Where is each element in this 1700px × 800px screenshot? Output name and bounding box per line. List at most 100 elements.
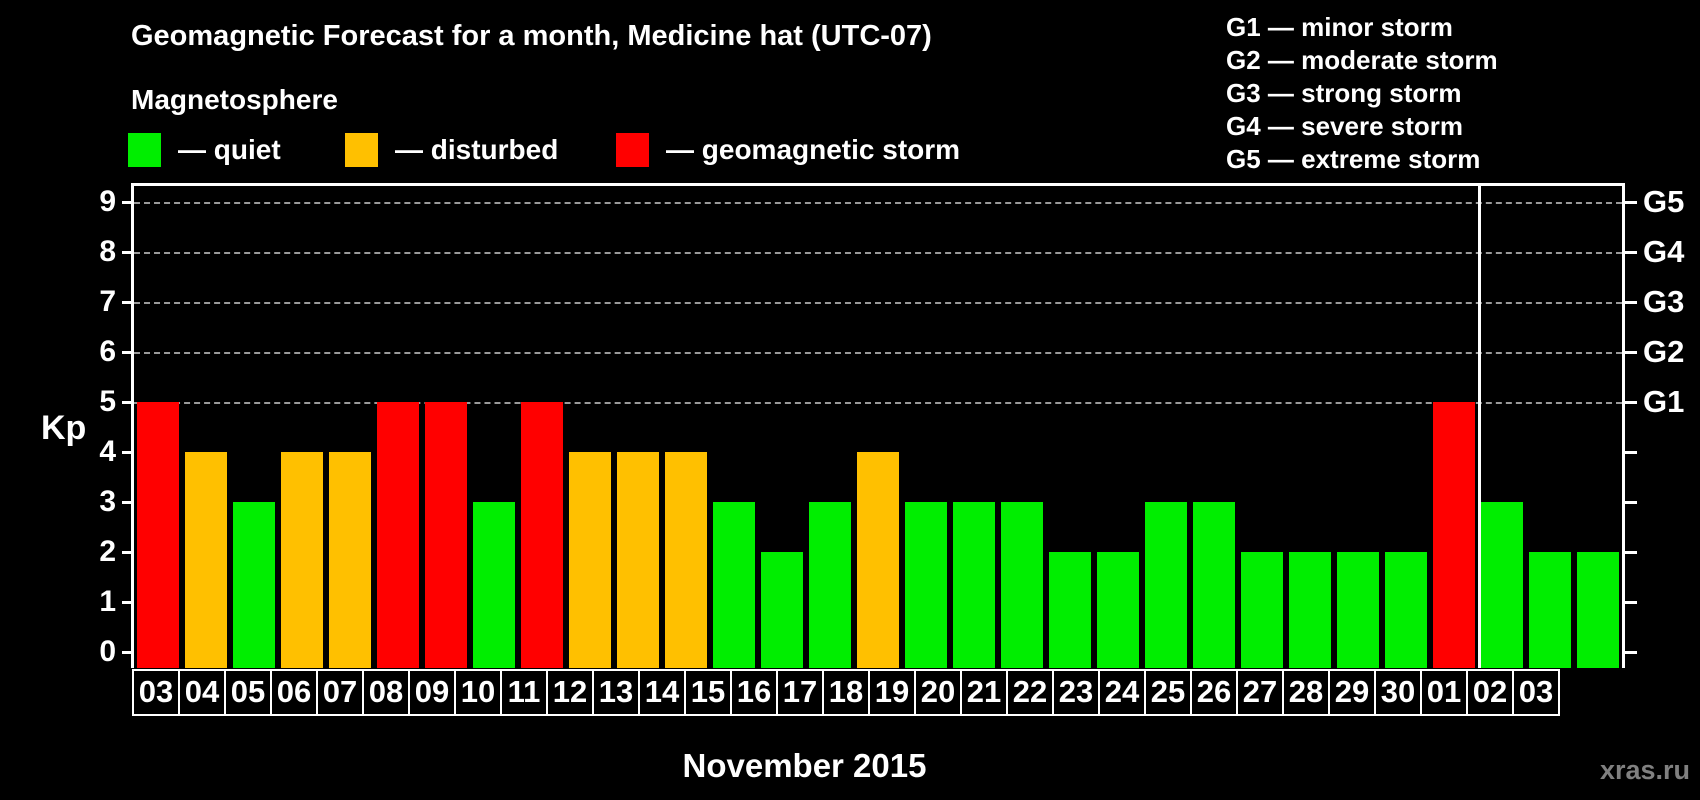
bar-cell-day-19 [902, 186, 950, 668]
day-label-nov-28: 28 [1282, 669, 1330, 716]
bar-cell-day-27 [1286, 186, 1334, 668]
kp-tick-label-5: 5 [99, 385, 116, 418]
day-label-nov-08: 08 [362, 669, 410, 716]
bar-cell-day-10 [470, 186, 518, 668]
storm-scale-legend: G1 — minor storm G2 — moderate storm G3 — … [1226, 11, 1498, 176]
bar-cell-day-03 [134, 186, 182, 668]
bar-cell-day-04 [182, 186, 230, 668]
g-axis-tick-6 [1625, 351, 1637, 354]
chart-title: Geomagnetic Forecast for a month, Medici… [131, 20, 932, 52]
bar-cell-day-12 [566, 186, 614, 668]
kp-bar [1049, 552, 1091, 668]
storm-scale-line-3: G3 — strong storm [1226, 78, 1462, 108]
bar-cell-day-17 [806, 186, 854, 668]
kp-bar [1529, 552, 1571, 668]
kp-tick-9 [122, 201, 131, 204]
kp-tick-label-3: 3 [99, 485, 116, 518]
kp-bar [1097, 552, 1139, 668]
kp-bar [1433, 402, 1475, 668]
storm-scale-line-5: G5 — extreme storm [1226, 144, 1481, 174]
g-axis-label-G5: G5 [1643, 184, 1685, 219]
legend-label-disturbed: — disturbed [395, 134, 559, 165]
x-axis-day-labels: 03 04 05 06 07 08 09 10 11 12 13 14 15 16 17 18 19 20 21 22… [132, 669, 1560, 716]
storm-scale-line-1: G1 — minor storm [1226, 12, 1453, 42]
kp-bar [809, 502, 851, 668]
bar-cell-day-26 [1238, 186, 1286, 668]
bar-cell-day-14 [662, 186, 710, 668]
disturbed-swatch [345, 133, 378, 167]
day-label-nov-23: 23 [1052, 669, 1100, 716]
day-label-nov-21: 21 [960, 669, 1008, 716]
g-axis-tick-5 [1625, 401, 1637, 404]
kp-tick-5 [122, 401, 131, 404]
day-label-nov-17: 17 [776, 669, 824, 716]
kp-tick-label-9: 9 [99, 185, 116, 218]
bar-cell-day-01 [1478, 186, 1526, 668]
day-label-nov-07: 07 [316, 669, 364, 716]
magnetosphere-legend-title: Magnetosphere [131, 84, 338, 115]
day-label-nov-24: 24 [1098, 669, 1146, 716]
bar-cell-day-18 [854, 186, 902, 668]
legend-item-disturbed: — disturbed [345, 133, 558, 167]
day-label-nov-22: 22 [1006, 669, 1054, 716]
bar-cell-day-05 [230, 186, 278, 668]
bar-cell-day-09 [422, 186, 470, 668]
kp-tick-2 [122, 551, 131, 554]
plot-area [131, 183, 1625, 668]
day-label-nov-04: 04 [178, 669, 226, 716]
g-axis-label-G4: G4 [1643, 234, 1685, 269]
kp-bar [1385, 552, 1427, 668]
kp-bar [281, 452, 323, 668]
day-label-nov-27: 27 [1236, 669, 1284, 716]
kp-bar [329, 452, 371, 668]
kp-bar [185, 452, 227, 668]
bar-cell-day-21 [998, 186, 1046, 668]
kp-tick-label-6: 6 [99, 335, 116, 368]
gridline-kp-7 [134, 302, 1622, 304]
kp-bar [857, 452, 899, 668]
day-label-nov-26: 26 [1190, 669, 1238, 716]
bar-cell-day-24 [1142, 186, 1190, 668]
gridline-kp-5 [134, 402, 1622, 404]
kp-bar [665, 452, 707, 668]
day-label-nov-14: 14 [638, 669, 686, 716]
kp-bar [569, 452, 611, 668]
bar-cell-day-16 [758, 186, 806, 668]
legend-item-quiet: — quiet [128, 133, 281, 167]
kp-bar [905, 502, 947, 668]
kp-tick-6 [122, 351, 131, 354]
g-axis-tick-2 [1625, 551, 1637, 554]
kp-bar [473, 502, 515, 668]
kp-bar [1481, 502, 1523, 668]
day-label-nov-09: 09 [408, 669, 456, 716]
bar-cell-day-29 [1382, 186, 1430, 668]
day-label-nov-13: 13 [592, 669, 640, 716]
kp-bar [137, 402, 179, 668]
bar-cell-day-30 [1430, 186, 1478, 668]
bar-cell-day-13 [614, 186, 662, 668]
kp-bar [1337, 552, 1379, 668]
day-label-nov-10: 10 [454, 669, 502, 716]
kp-tick-label-4: 4 [99, 435, 116, 468]
day-label-nov-11: 11 [500, 669, 548, 716]
bar-cell-day-20 [950, 186, 998, 668]
kp-tick-label-0: 0 [99, 635, 116, 668]
storm-scale-line-2: G2 — moderate storm [1226, 45, 1498, 75]
g-axis-tick-7 [1625, 301, 1637, 304]
kp-bar [377, 402, 419, 668]
day-label-nov-15: 15 [684, 669, 732, 716]
bar-cell-day-02 [1526, 186, 1574, 668]
g-axis-tick-3 [1625, 501, 1637, 504]
day-label-nov-12: 12 [546, 669, 594, 716]
kp-tick-7 [122, 301, 131, 304]
g-axis-tick-0 [1625, 651, 1637, 654]
day-label-nov-25: 25 [1144, 669, 1192, 716]
bar-cell-day-25 [1190, 186, 1238, 668]
day-label-nov-05: 05 [224, 669, 272, 716]
g-axis-tick-9 [1625, 201, 1637, 204]
bar-cell-day-22 [1046, 186, 1094, 668]
day-label-nov-20: 20 [914, 669, 962, 716]
kp-tick-label-1: 1 [99, 585, 116, 618]
kp-tick-label-8: 8 [99, 235, 116, 268]
g-axis-tick-1 [1625, 601, 1637, 604]
